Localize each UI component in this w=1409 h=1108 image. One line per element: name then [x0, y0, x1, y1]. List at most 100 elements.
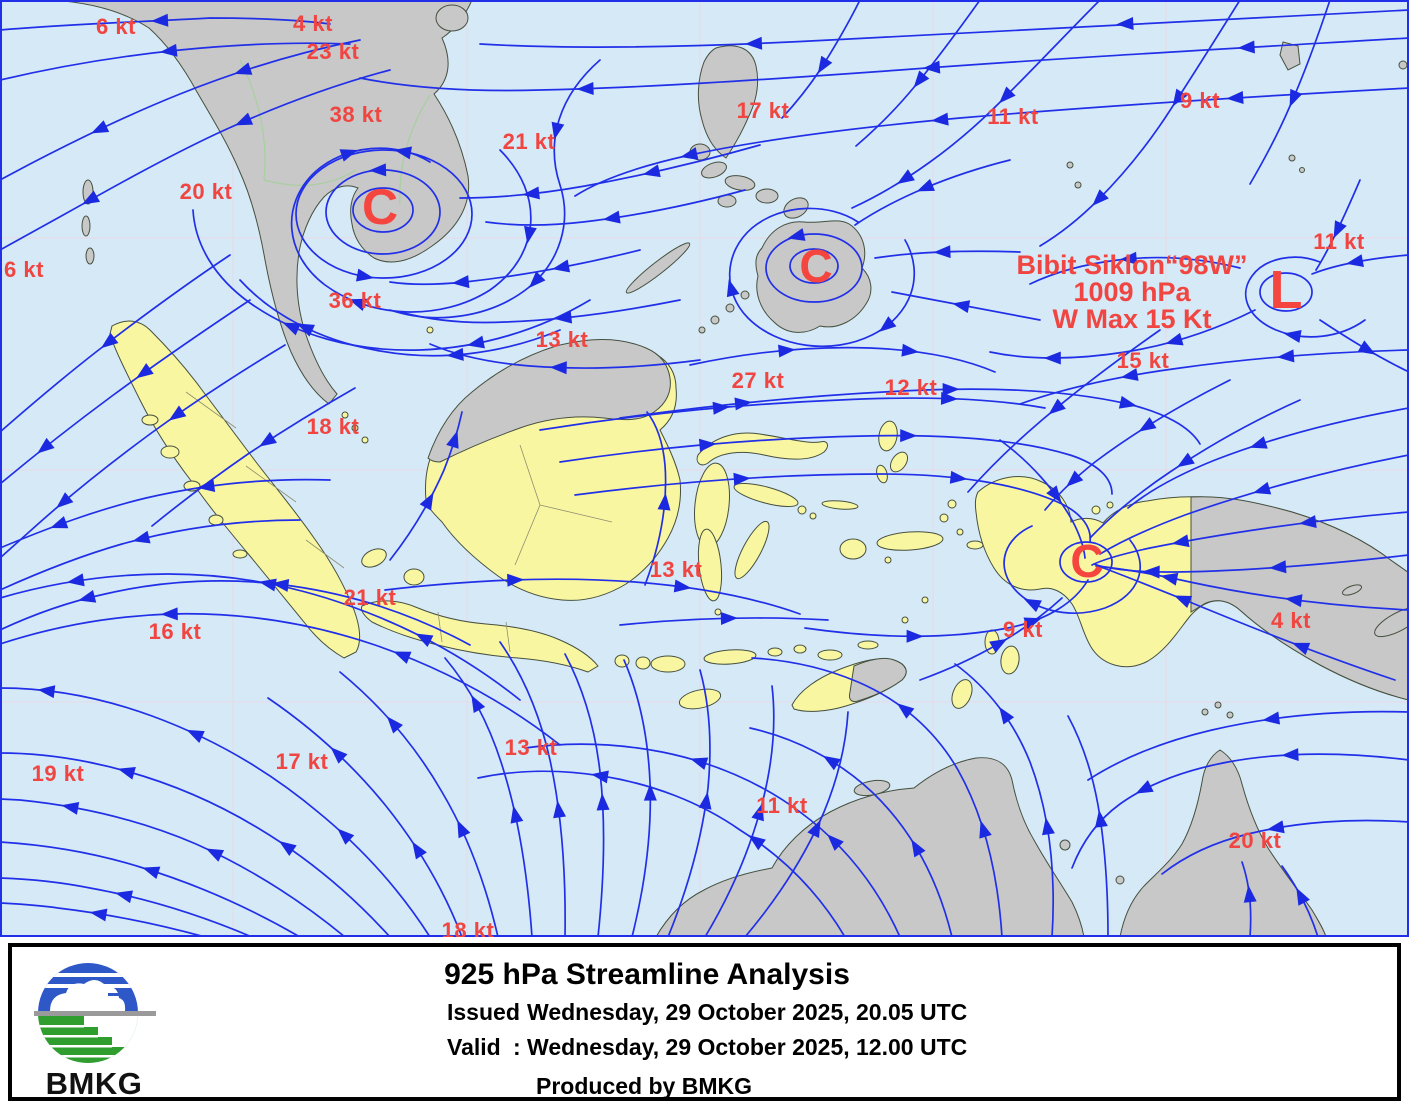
landmass	[809, 512, 817, 520]
flow-arrowhead	[1023, 617, 1042, 630]
streamline	[967, 329, 1161, 493]
flow-arrowhead	[602, 210, 621, 224]
flow-arrowhead	[1119, 251, 1138, 265]
flow-arrowhead	[81, 190, 100, 205]
flow-arrowhead	[117, 767, 136, 780]
flow-arrowhead	[720, 611, 738, 625]
flow-arrowhead	[91, 120, 110, 134]
produced-by: Produced by BMKG	[536, 1073, 752, 1099]
streamline	[0, 877, 253, 937]
flow-arrowhead	[673, 579, 692, 593]
streamline	[0, 17, 331, 31]
flow-arrowhead	[726, 279, 740, 298]
landmass	[1342, 584, 1362, 596]
flow-arrowhead	[89, 908, 108, 922]
streamline	[765, 233, 863, 303]
flow-arrowhead	[1284, 594, 1303, 608]
flow-arrowhead	[1299, 515, 1317, 528]
streamline	[751, 657, 1003, 937]
landmass	[1115, 875, 1125, 885]
flow-arrowhead	[1066, 470, 1084, 487]
flow-arrowhead	[507, 573, 525, 587]
issued-value: : Wednesday, 29 October 2025, 20.05 UTC	[513, 999, 968, 1025]
landmass	[1000, 645, 1020, 675]
flow-arrowhead	[554, 310, 573, 324]
valid-label: Valid	[447, 1034, 501, 1060]
streamline	[339, 671, 499, 937]
streamline	[0, 612, 561, 746]
flow-arrowhead	[643, 783, 657, 801]
landmass	[232, 549, 248, 559]
flow-arrowhead	[931, 112, 949, 126]
flow-arrowhead	[234, 112, 254, 126]
flow-arrowhead	[197, 479, 216, 493]
flow-arrowhead	[159, 43, 178, 57]
landmass	[361, 548, 387, 568]
streamline	[295, 149, 473, 279]
landmass	[1066, 161, 1074, 169]
flow-arrowhead	[466, 335, 485, 349]
landmass	[755, 188, 779, 204]
streamline	[1089, 399, 1301, 539]
flow-arrowhead	[1237, 40, 1255, 54]
flow-arrowhead	[258, 578, 277, 592]
streamline	[1019, 349, 1409, 405]
flow-arrowhead	[1171, 534, 1190, 548]
flow-arrowhead	[1249, 436, 1268, 449]
flow-arrowhead	[778, 344, 796, 358]
streamline	[804, 579, 1089, 638]
streamline	[689, 346, 996, 373]
landmass	[951, 679, 973, 709]
flow-arrowhead	[1346, 254, 1364, 268]
flow-arrowhead	[1253, 481, 1272, 495]
flow-arrowhead	[1281, 748, 1299, 762]
landmass	[625, 242, 691, 294]
landmass	[1398, 60, 1408, 70]
flow-arrowhead	[744, 36, 763, 50]
landmass	[437, 611, 511, 653]
flow-arrowhead	[160, 607, 178, 621]
flow-arrowhead	[913, 70, 930, 88]
streamline	[444, 657, 533, 937]
flow-arrowhead	[1243, 885, 1257, 903]
flow-arrowhead	[522, 186, 540, 200]
bmkg-logo-text: BMKG	[45, 1066, 143, 1101]
chart-title: 925 hPa Streamline Analysis	[444, 958, 850, 991]
streamline	[749, 727, 953, 937]
streamline	[389, 249, 641, 286]
landmass	[697, 528, 723, 602]
flow-arrowhead	[1283, 330, 1302, 343]
flow-arrowhead	[1333, 220, 1347, 239]
flow-arrowhead	[37, 685, 56, 699]
streamline	[0, 299, 251, 485]
landmass	[351, 424, 359, 432]
landmass	[81, 215, 91, 237]
flow-arrowhead	[989, 638, 1008, 653]
streamline	[1244, 256, 1366, 338]
landmass	[703, 649, 757, 665]
streamline	[744, 711, 849, 937]
landmass	[1106, 501, 1114, 509]
streamline	[1161, 819, 1409, 875]
annotation-line: W Max 15 Kt	[1052, 304, 1212, 334]
landmass	[109, 320, 361, 659]
flow-arrowhead	[186, 729, 205, 743]
streamline	[399, 299, 681, 324]
landmass	[725, 303, 735, 313]
landmass	[876, 531, 944, 551]
footer-border: BMKG 925 hPa Streamline Analysis Issued …	[8, 943, 1401, 1101]
streamline	[290, 147, 532, 313]
landmass	[185, 391, 345, 569]
landmass	[678, 688, 722, 710]
streamline	[539, 397, 1046, 431]
streamline	[1003, 525, 1142, 614]
flow-arrowhead	[1046, 485, 1062, 503]
flow-arrowhead	[712, 401, 731, 415]
flow-arrowhead	[916, 178, 935, 192]
flow-arrowhead	[576, 81, 594, 95]
flow-arrowhead	[999, 706, 1015, 725]
map-canvas	[0, 0, 1409, 937]
flow-arrowhead	[1289, 88, 1303, 108]
landmass	[1074, 181, 1082, 189]
streamline	[1099, 454, 1409, 555]
